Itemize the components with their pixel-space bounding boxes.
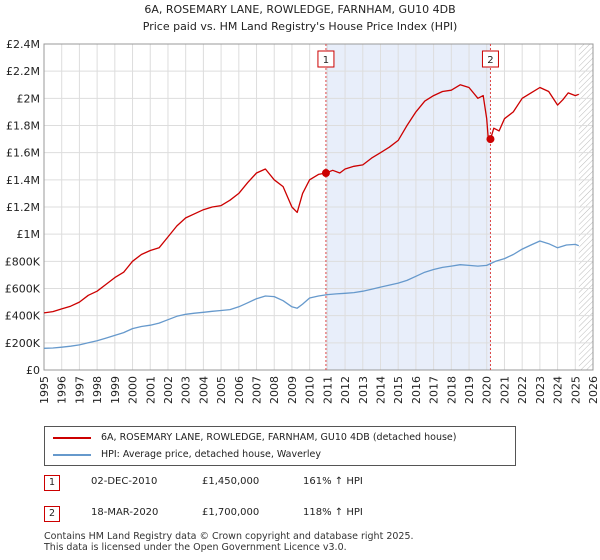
legend-label-hpi: HPI: Average price, detached house, Wave… — [101, 449, 321, 460]
y-tick-label-6: £1.2M — [6, 201, 40, 214]
sale-marker-box-1 — [317, 50, 335, 68]
x-tick-label-25: 2020 — [481, 376, 494, 404]
y-tick-label-9: £1.8M — [6, 120, 40, 133]
x-tick-label-28: 2023 — [534, 376, 547, 404]
x-tick-label-22: 2017 — [428, 376, 441, 404]
sale-point-2 — [486, 135, 495, 144]
x-tick-label-0: 1995 — [38, 376, 51, 404]
y-tick-label-11: £2.2M — [6, 65, 40, 78]
x-tick-label-15: 2010 — [304, 376, 317, 404]
y-tick-label-8: £1.6M — [6, 147, 40, 160]
x-tick-label-1: 1996 — [56, 376, 69, 404]
footer: Contains HM Land Registry data © Crown c… — [44, 531, 414, 553]
y-tick-label-7: £1.4M — [6, 174, 40, 187]
transaction-date-1: 02-DEC-2010 — [91, 476, 158, 487]
transaction-price-1: £1,450,000 — [202, 476, 260, 487]
y-tick-label-3: £600K — [5, 283, 41, 296]
sale-marker-label-1: 1 — [323, 55, 329, 66]
y-tick-label-0: £0 — [26, 364, 40, 377]
x-tick-label-9: 2004 — [197, 376, 210, 404]
x-tick-label-26: 2021 — [498, 376, 511, 404]
x-tick-label-12: 2007 — [251, 376, 264, 404]
x-tick-label-31: 2026 — [587, 376, 600, 404]
x-tick-label-8: 2003 — [180, 376, 193, 404]
x-tick-label-30: 2025 — [569, 376, 582, 404]
x-tick-label-27: 2022 — [516, 376, 529, 404]
x-tick-label-18: 2013 — [357, 376, 370, 404]
x-tick-label-20: 2015 — [392, 376, 405, 404]
x-tick-label-6: 2001 — [144, 376, 157, 404]
footer-line-2: This data is licensed under the Open Gov… — [44, 542, 347, 553]
legend-swatch-property — [53, 437, 91, 439]
x-tick-label-3: 1998 — [91, 376, 104, 404]
x-tick-label-24: 2019 — [463, 376, 476, 404]
transaction-marker-2: 2 — [44, 506, 60, 522]
y-tick-label-1: £200K — [5, 337, 41, 350]
x-tick-label-17: 2012 — [339, 376, 352, 404]
transaction-date-2: 18-MAR-2020 — [91, 507, 159, 518]
x-tick-label-13: 2008 — [268, 376, 281, 404]
y-tick-label-10: £2M — [17, 92, 41, 105]
y-tick-label-12: £2.4M — [6, 38, 40, 51]
x-tick-label-7: 2002 — [162, 376, 175, 404]
sale-marker-label-2: 2 — [487, 55, 493, 66]
transaction-hpi-1: 161% ↑ HPI — [303, 476, 363, 487]
x-tick-label-10: 2005 — [215, 376, 228, 404]
x-tick-label-5: 2000 — [127, 376, 140, 404]
x-tick-label-16: 2011 — [321, 376, 334, 404]
legend-label-property: 6A, ROSEMARY LANE, ROWLEDGE, FARNHAM, GU… — [101, 432, 457, 443]
property-price-line — [43, 84, 580, 314]
chart-title: 6A, ROSEMARY LANE, ROWLEDGE, FARNHAM, GU… — [144, 3, 455, 16]
x-tick-label-14: 2009 — [286, 376, 299, 404]
legend-swatch-hpi — [53, 454, 91, 456]
price-chart: 6A, ROSEMARY LANE, ROWLEDGE, FARNHAM, GU… — [5, 3, 600, 404]
transaction-marker-1: 1 — [44, 475, 60, 491]
x-tick-label-11: 2006 — [233, 376, 246, 404]
transaction-price-2: £1,700,000 — [202, 507, 260, 518]
sale-marker-box-2 — [481, 50, 499, 68]
x-tick-label-23: 2018 — [445, 376, 458, 404]
transaction-hpi-2: 118% ↑ HPI — [303, 507, 363, 518]
x-tick-label-19: 2014 — [374, 376, 387, 404]
plot-frame — [43, 43, 594, 371]
chart-subtitle: Price paid vs. HM Land Registry's House … — [143, 20, 458, 33]
y-tick-label-2: £400K — [5, 310, 41, 323]
sale-point-1 — [321, 169, 330, 178]
x-tick-label-4: 1999 — [109, 376, 122, 404]
x-tick-label-29: 2024 — [552, 376, 565, 404]
footer-line-1: Contains HM Land Registry data © Crown c… — [44, 531, 414, 542]
hpi-line — [43, 240, 580, 349]
x-tick-label-2: 1997 — [73, 376, 86, 404]
x-tick-label-21: 2016 — [410, 376, 423, 404]
y-tick-label-4: £800K — [5, 255, 41, 268]
y-tick-label-5: £1M — [17, 228, 41, 241]
legend: 6A, ROSEMARY LANE, ROWLEDGE, FARNHAM, GU… — [44, 426, 516, 466]
